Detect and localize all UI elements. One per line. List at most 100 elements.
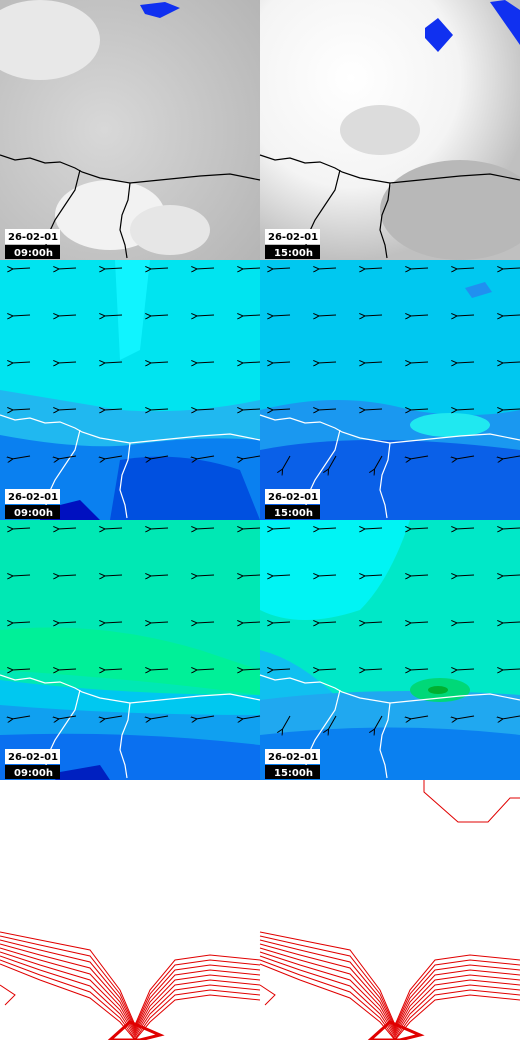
wind-arrow	[12, 315, 31, 316]
time-box	[265, 505, 320, 519]
wind-arrow	[410, 669, 429, 670]
wind-arrow	[150, 669, 169, 670]
contour-line	[0, 951, 261, 1036]
wind-arrow	[104, 669, 123, 670]
wind-arrow	[104, 575, 123, 576]
wind-arrow	[502, 669, 520, 670]
wind-arrow	[12, 362, 31, 363]
wind-arrow	[502, 268, 520, 269]
contour-peak	[107, 1020, 165, 1040]
wind-arrow	[456, 315, 475, 316]
panel-cloud-09	[0, 0, 260, 260]
wind-arrow	[150, 362, 169, 363]
contour-peak	[367, 1020, 425, 1040]
date-box	[265, 749, 320, 764]
contour-panels	[0, 780, 520, 1040]
wind-arrow	[58, 315, 77, 316]
wind-arrow	[364, 315, 383, 316]
wind-arrow	[104, 715, 123, 719]
wind-arrow	[196, 528, 215, 529]
wind-arrow	[150, 622, 169, 623]
wind-arrow	[196, 715, 215, 719]
wind-arrow	[58, 669, 77, 670]
wind-arrow	[318, 268, 337, 269]
wind-arrow	[196, 669, 215, 670]
time-box	[265, 245, 320, 259]
contour-line	[0, 955, 261, 1038]
wind-arrow	[272, 669, 291, 670]
coastline	[0, 154, 261, 184]
wind-arrow	[196, 409, 215, 410]
date-label: 26-02-01	[8, 752, 58, 763]
wind-arrow	[104, 455, 123, 459]
wind-arrow	[328, 455, 337, 470]
wind-arrow	[374, 455, 383, 470]
wind-arrow	[282, 715, 291, 730]
wind-arrow	[58, 455, 77, 459]
wind-arrow	[502, 575, 520, 576]
wind-arrow	[410, 315, 429, 316]
time-label: 09:00h	[14, 508, 53, 519]
wind-arrow	[456, 669, 475, 670]
wind-arrow	[104, 528, 123, 529]
border	[119, 702, 131, 779]
wind-arrow	[58, 268, 77, 269]
wind-arrow	[456, 622, 475, 623]
wind-arrow	[318, 669, 337, 670]
contour-line	[259, 939, 520, 1031]
contour-line	[0, 943, 261, 1033]
contour-line	[259, 955, 520, 1038]
wind-arrow	[456, 715, 475, 719]
wind-arrow	[410, 575, 429, 576]
contour-line	[0, 939, 261, 1031]
border	[379, 182, 391, 259]
border	[119, 442, 131, 519]
wind-arrow	[150, 315, 169, 316]
coastline	[259, 414, 520, 444]
contour-line	[259, 951, 520, 1036]
wind-arrow	[364, 669, 383, 670]
wind-arrow	[456, 528, 475, 529]
wind-arrow	[318, 409, 337, 410]
labels: 26-02-01 09:00h 26-02-01 15:00h 26-02-01 09:0…	[5, 229, 320, 779]
date-box	[5, 749, 60, 764]
wind-arrow	[410, 362, 429, 363]
wind-arrow	[12, 268, 31, 269]
wind-arrow	[410, 455, 429, 459]
wind-arrow	[502, 362, 520, 363]
wind-arrow	[104, 362, 123, 363]
wind-arrow	[196, 362, 215, 363]
wind-arrow	[272, 268, 291, 269]
contour-line	[259, 963, 520, 1040]
wind-arrow	[410, 715, 429, 719]
wind-arrow	[12, 455, 31, 459]
wind-arrow	[456, 575, 475, 576]
wind-arrow	[410, 622, 429, 623]
wind-arrow	[364, 622, 383, 623]
wind-arrow	[318, 575, 337, 576]
wind-arrow	[58, 528, 77, 529]
wind-arrow	[502, 455, 520, 459]
time-label: 15:00h	[274, 248, 313, 259]
wind-arrow	[58, 362, 77, 363]
wind-arrow	[196, 315, 215, 316]
wind-arrow	[272, 362, 291, 363]
wind-arrow	[502, 315, 520, 316]
wind-arrow	[58, 715, 77, 719]
wind-arrow	[272, 315, 291, 316]
contour-line	[423, 780, 520, 823]
wind-arrow	[12, 715, 31, 719]
wind-arrow	[150, 409, 169, 410]
time-label: 15:00h	[274, 768, 313, 779]
wind-arrow	[242, 362, 261, 363]
time-box	[5, 245, 60, 259]
wind-arrow	[58, 622, 77, 623]
coastline	[259, 674, 520, 704]
wind-arrow	[282, 455, 291, 470]
wind-arrow	[502, 715, 520, 719]
time-box	[5, 765, 60, 779]
wind-arrow	[242, 575, 261, 576]
wind-arrow	[410, 409, 429, 410]
wind-arrow	[456, 362, 475, 363]
